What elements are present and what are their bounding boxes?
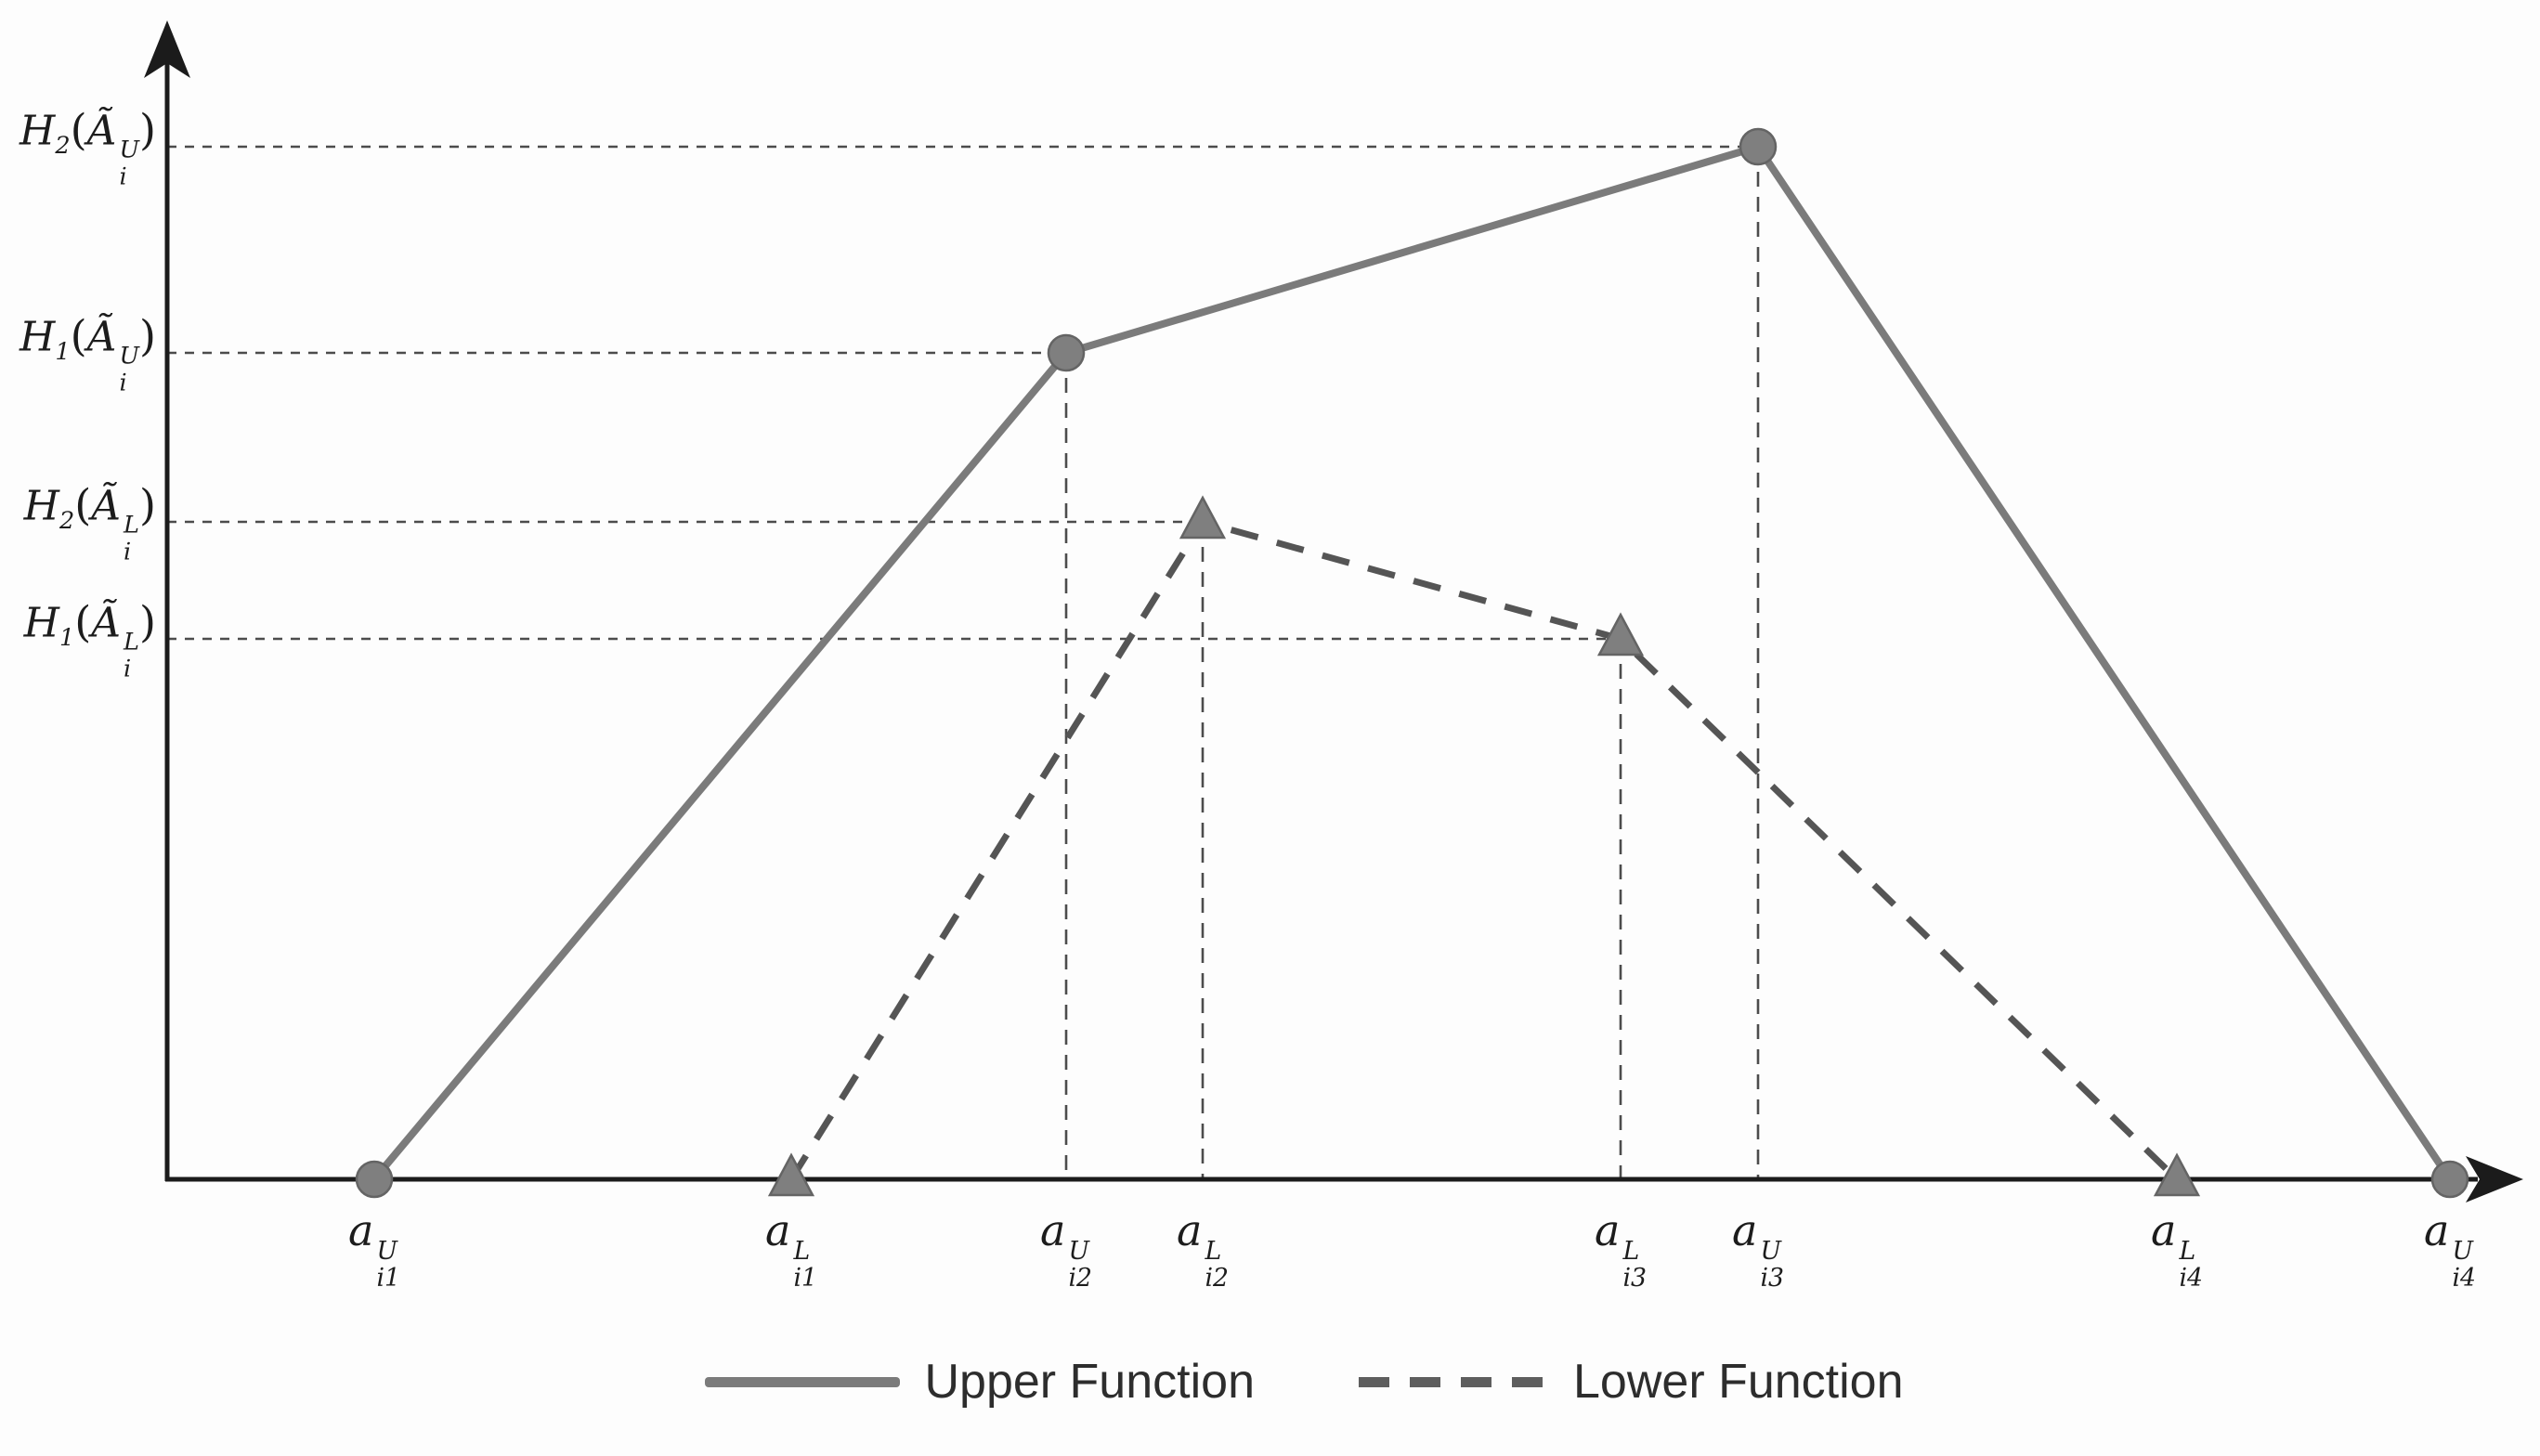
label-subscript: i2 [1205, 1264, 1229, 1294]
label-arg-superscript: L [124, 628, 139, 656]
label-arg-subscript: i [119, 369, 127, 397]
label-open-paren: ( [70, 104, 87, 155]
y-axis-arrowhead [144, 20, 190, 78]
label-open-paren: ( [74, 479, 92, 530]
label-superscript: U [1068, 1236, 1089, 1266]
label-superscript: L [1622, 1236, 1640, 1266]
label-base: a [348, 1205, 374, 1255]
label-fn-subscript: 1 [59, 624, 75, 653]
upper-function-line [371, 143, 2454, 1182]
legend-item-lower-function: Lower Function [1359, 1358, 1904, 1406]
label-fn: H [20, 107, 56, 155]
label-fn-subscript: 2 [55, 132, 71, 161]
label-close-paren: ) [138, 596, 156, 647]
label-superscript: U [376, 1236, 397, 1266]
legend-label: Lower Function [1573, 1355, 1904, 1409]
label-fn: H [23, 599, 59, 647]
label-subscript: i4 [2179, 1264, 2203, 1294]
label-arg-subscript: i [124, 655, 132, 683]
label-superscript: L [1205, 1236, 1222, 1266]
label-close-paren: ) [138, 104, 156, 155]
solid-line-swatch-icon [705, 1376, 901, 1387]
label-arg-superscript: L [124, 511, 139, 540]
marker-circle-a_i2_U [1047, 333, 1086, 372]
label-fn: H [20, 313, 56, 361]
label-close-paren: ) [138, 310, 156, 361]
legend-label: Upper Function [924, 1355, 1255, 1409]
marker-triangle-a_i4_L [2153, 1152, 2201, 1197]
marker-triangle-a_i1_L [767, 1152, 815, 1197]
label-subscript: i1 [793, 1264, 817, 1294]
dashed-line-swatch-icon [1359, 1376, 1549, 1387]
label-arg-superscript: U [119, 342, 139, 370]
label-superscript: U [1760, 1236, 1781, 1266]
label-arg-subscript: i [124, 538, 132, 566]
label-arg: Ã [86, 313, 117, 361]
label-fn: H [23, 482, 59, 530]
label-base: a [1595, 1205, 1621, 1255]
label-subscript: i3 [1622, 1264, 1647, 1294]
label-subscript: i4 [2452, 1264, 2476, 1294]
x-axis-arrowhead [2466, 1156, 2523, 1202]
label-base: a [765, 1205, 791, 1255]
label-arg: Ã [91, 599, 122, 647]
label-arg: Ã [91, 482, 122, 530]
lower-function-line [788, 518, 2180, 1182]
label-base: a [1732, 1205, 1758, 1255]
legend-item-upper-function: Upper Function [705, 1358, 1255, 1406]
label-superscript: L [793, 1236, 811, 1266]
label-subscript: i1 [376, 1264, 400, 1294]
label-fn-subscript: 1 [55, 338, 71, 367]
label-subscript: i2 [1068, 1264, 1092, 1294]
label-base: a [2151, 1205, 2177, 1255]
label-base: a [1040, 1205, 1066, 1255]
marker-circle-a_i1_U [355, 1160, 394, 1199]
label-arg-superscript: U [119, 136, 139, 164]
marker-circle-a_i4_U [2430, 1160, 2469, 1199]
label-superscript: L [2179, 1236, 2196, 1266]
label-arg-subscript: i [119, 162, 127, 191]
label-open-paren: ( [70, 310, 87, 361]
marker-triangle-a_i3_L [1596, 612, 1645, 656]
label-base: a [1177, 1205, 1203, 1255]
label-superscript: U [2452, 1236, 2473, 1266]
marker-triangle-a_i2_L [1179, 495, 1227, 540]
label-subscript: i3 [1760, 1264, 1784, 1294]
label-fn-subscript: 2 [59, 507, 75, 536]
label-close-paren: ) [138, 479, 156, 530]
label-base: a [2424, 1205, 2450, 1255]
label-arg: Ã [86, 107, 117, 155]
chart-legend: Upper Function Lower Function [34, 1358, 2540, 1406]
marker-circle-a_i3_U [1739, 127, 1778, 166]
label-open-paren: ( [74, 596, 92, 647]
